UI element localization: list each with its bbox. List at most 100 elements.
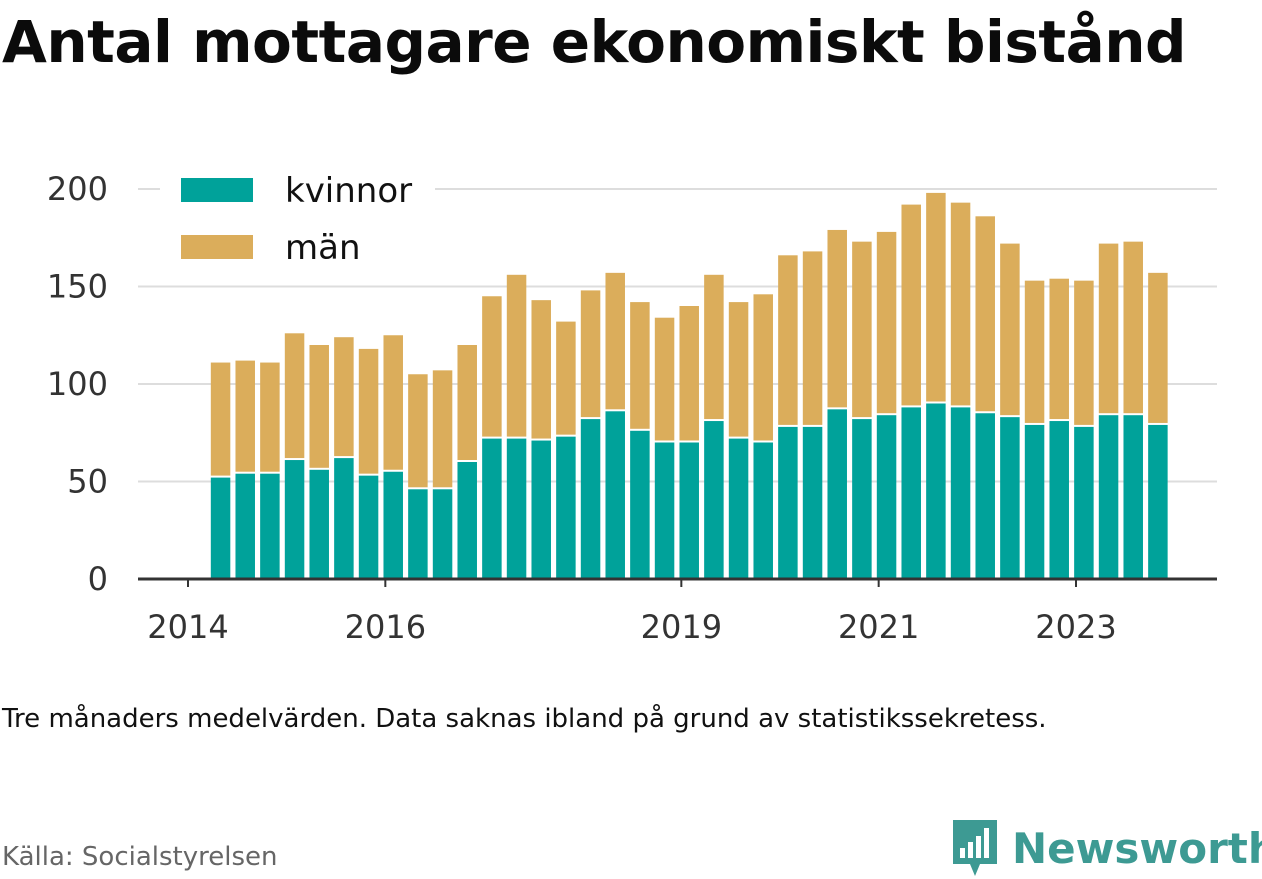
bar-kvinnor xyxy=(704,421,724,579)
bar-man xyxy=(432,370,453,488)
chart-title: Antal mottagare ekonomiskt bistånd xyxy=(2,8,1187,76)
bar-man xyxy=(334,337,354,457)
bar-kvinnor xyxy=(457,462,477,579)
bar-man xyxy=(358,348,379,474)
bar-kvinnor xyxy=(260,473,280,579)
bar-kvinnor xyxy=(210,477,231,579)
bar-man xyxy=(1098,243,1119,414)
legend-label-man: män xyxy=(285,228,361,268)
bar-kvinnor xyxy=(1123,415,1143,579)
bar-man xyxy=(950,202,971,406)
bar-kvinnor xyxy=(753,442,773,579)
x-tick-label: 2023 xyxy=(1035,608,1116,646)
bar-man xyxy=(778,255,798,425)
bar-kvinnor xyxy=(630,430,650,579)
bar-kvinnor xyxy=(605,411,625,579)
bar-man xyxy=(1148,272,1168,423)
y-tick-label: 100 xyxy=(47,365,108,403)
bar-kvinnor xyxy=(1049,421,1069,579)
bar-kvinnor xyxy=(531,440,551,579)
newsworthy-logo-icon xyxy=(953,820,997,876)
bar-kvinnor xyxy=(1074,426,1094,579)
bar-kvinnor xyxy=(358,475,379,579)
bar-kvinnor xyxy=(901,407,921,579)
legend-swatch-man xyxy=(181,235,253,259)
bar-man xyxy=(1123,241,1143,414)
bar-man xyxy=(580,290,601,418)
bar-man xyxy=(876,231,897,414)
bar-kvinnor xyxy=(728,438,749,579)
brand-name: Newsworthy xyxy=(1012,823,1262,873)
legend: kvinnor män xyxy=(160,166,435,276)
bar-kvinnor xyxy=(482,438,502,579)
bar-man xyxy=(802,251,823,425)
source-text: Källa: Socialstyrelsen xyxy=(2,842,278,872)
bar-man xyxy=(704,274,724,420)
bar-kvinnor xyxy=(876,415,897,579)
bar-kvinnor xyxy=(1098,415,1119,579)
bar-kvinnor xyxy=(654,442,675,579)
y-tick-label: 0 xyxy=(88,560,108,598)
bar-man xyxy=(1074,280,1094,425)
bar-kvinnor xyxy=(408,489,428,579)
bar-kvinnor xyxy=(679,442,699,579)
bar-kvinnor xyxy=(556,436,576,579)
bar-kvinnor xyxy=(852,419,872,579)
chart-note: Tre månaders medelvärden. Data saknas ib… xyxy=(2,704,1047,734)
bar-kvinnor xyxy=(383,471,403,579)
bar-kvinnor xyxy=(506,438,527,579)
bar-kvinnor xyxy=(827,409,847,579)
bar-man xyxy=(654,317,675,441)
bar-kvinnor xyxy=(926,403,946,579)
bar-kvinnor xyxy=(950,407,971,579)
bar-kvinnor xyxy=(334,458,354,579)
bar-man xyxy=(210,362,231,476)
bar-man xyxy=(1024,280,1045,423)
bar-kvinnor xyxy=(432,489,453,579)
bar-kvinnor xyxy=(975,413,995,579)
y-tick-label: 150 xyxy=(47,268,108,306)
bar-kvinnor xyxy=(1024,424,1045,579)
bar-man xyxy=(556,321,576,435)
x-tick-label: 2021 xyxy=(838,608,919,646)
bar-kvinnor xyxy=(1000,417,1020,579)
bar-kvinnor xyxy=(309,469,329,579)
stacked-bar-chart: 0 50 100 150 200 2014 2016 2019 2021 2023 kvinnor… xyxy=(46,166,1217,646)
bar-man xyxy=(630,302,650,429)
bar-man xyxy=(728,302,749,437)
bar-man xyxy=(901,204,921,406)
bar-man xyxy=(531,300,551,439)
x-tick-label: 2016 xyxy=(345,608,426,646)
bar-man xyxy=(408,374,428,488)
bar-man xyxy=(926,192,946,402)
bar-man xyxy=(457,345,477,460)
bar-man xyxy=(309,345,329,468)
bar-man xyxy=(383,335,403,470)
x-tick-label: 2014 xyxy=(147,608,228,646)
brand-logo: Newsworthy xyxy=(950,818,1262,878)
bar-man xyxy=(482,296,502,437)
bar-kvinnor xyxy=(580,419,601,579)
bar-kvinnor xyxy=(1148,424,1168,579)
bar-man xyxy=(260,362,280,472)
bars xyxy=(210,192,1168,579)
bar-man xyxy=(827,229,847,408)
bar-kvinnor xyxy=(802,426,823,579)
axes: 0 50 100 150 200 2014 2016 2019 2021 2023 xyxy=(47,170,1217,646)
bar-man xyxy=(605,272,625,410)
bar-man xyxy=(284,333,305,459)
bar-man xyxy=(679,306,699,441)
bar-man xyxy=(753,294,773,441)
y-tick-label: 200 xyxy=(47,170,108,208)
bar-man xyxy=(235,360,255,472)
bar-kvinnor xyxy=(235,473,255,579)
x-tick-label: 2019 xyxy=(641,608,722,646)
y-tick-label: 50 xyxy=(67,463,108,501)
bar-kvinnor xyxy=(284,460,305,579)
bar-kvinnor xyxy=(778,426,798,579)
bar-man xyxy=(1049,278,1069,420)
bar-man xyxy=(975,216,995,412)
legend-swatch-kvinnor xyxy=(181,178,253,202)
bar-man xyxy=(1000,243,1020,416)
legend-label-kvinnor: kvinnor xyxy=(285,171,412,211)
